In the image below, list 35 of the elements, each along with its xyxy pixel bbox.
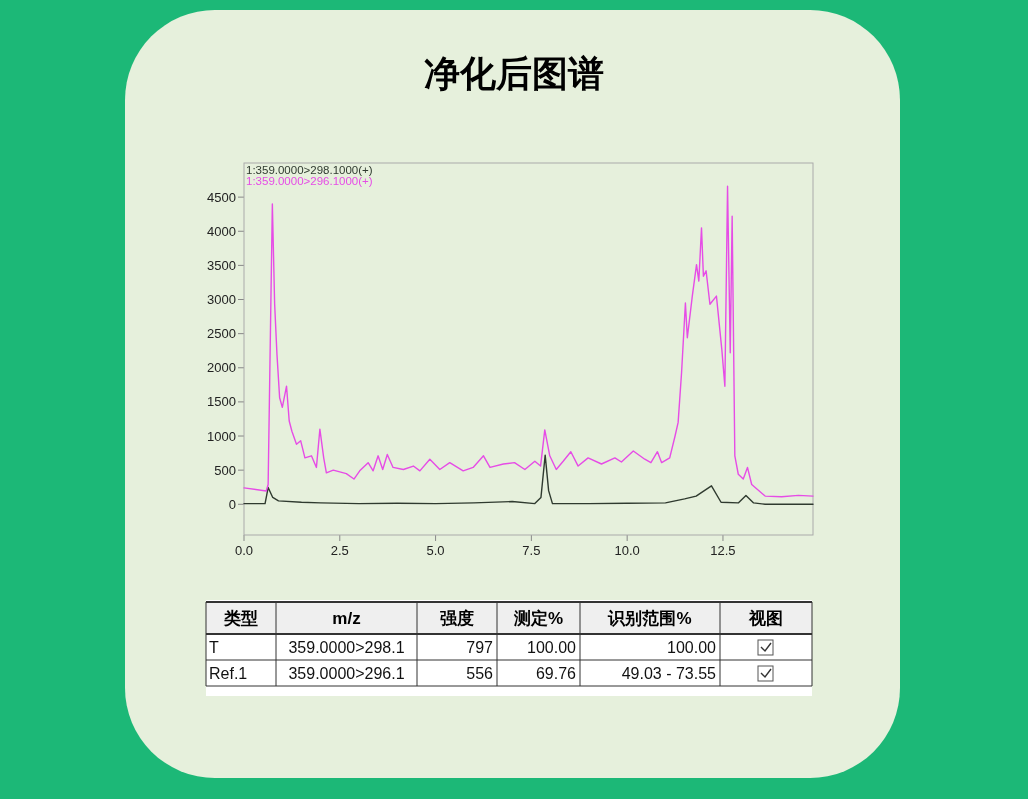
category-label: 视图: [748, 609, 783, 628]
x-tick-label: 5.0: [426, 543, 445, 558]
y-tick-label: 500: [214, 462, 236, 478]
y-tick-label: 0: [228, 496, 236, 512]
text: 69.76: [535, 665, 577, 682]
text: 100.00: [527, 639, 577, 656]
text: 359.0000>298.1: [288, 639, 405, 656]
x-tick-label: 10.0: [614, 543, 640, 558]
y-tick-label: 3500: [207, 257, 236, 273]
category-label: 类型: [223, 609, 258, 628]
text: 1:359.0000>298.1000(+): [246, 164, 373, 176]
text: Ref.1: [209, 665, 248, 682]
text: 1:359.0000>296.1000(+): [246, 175, 373, 187]
category-label: 强度: [440, 609, 474, 628]
x-tick-label: 0.0: [234, 543, 254, 558]
y-tick-label: 3000: [207, 292, 236, 308]
x-tick-label: 7.5: [522, 543, 541, 558]
text: 49.03 - 73.55: [621, 665, 717, 682]
chart-title: 净化后图谱: [424, 53, 604, 94]
text: 359.0000>296.1: [288, 665, 405, 682]
category-label: 测定%: [512, 609, 564, 628]
y-tick-label: 4000: [207, 223, 236, 239]
category-label: 识别范围%: [607, 609, 692, 628]
y-tick-label: 4500: [207, 189, 236, 205]
text: 797: [466, 639, 494, 656]
text: 100.00: [667, 639, 717, 656]
y-tick-label: 1500: [207, 394, 236, 410]
category-label: m/z: [332, 609, 361, 628]
x-tick-label: 2.5: [330, 543, 349, 558]
y-tick-label: 2500: [207, 326, 236, 342]
x-tick-label: 12.5: [710, 543, 736, 558]
y-tick-label: 1000: [207, 428, 236, 444]
text: T: [209, 639, 219, 656]
text: 556: [466, 665, 494, 682]
y-tick-label: 2000: [207, 360, 236, 376]
